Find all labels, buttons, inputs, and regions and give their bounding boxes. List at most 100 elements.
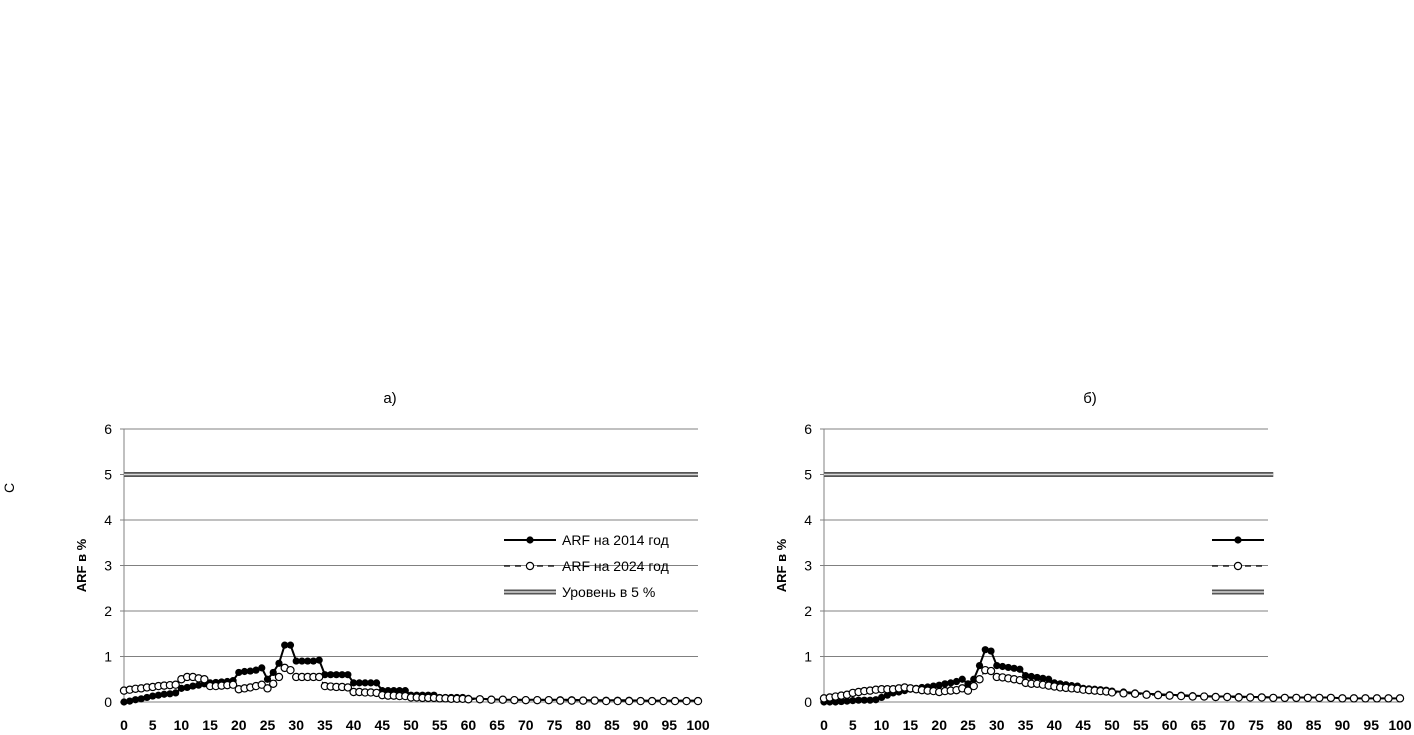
data-point-2014 [269,668,277,677]
data-point-2014 [1016,665,1024,673]
y-tick-label: 0 [804,694,812,710]
data-point-2014 [878,693,886,702]
data-point-2014 [1033,673,1041,682]
data-point-2014 [1045,675,1053,683]
y-tick-label: 1 [104,649,112,665]
data-point-2014 [843,697,851,705]
data-point-2024 [969,681,978,691]
x-tick-label: 95 [662,717,678,733]
data-point-2014 [252,666,260,674]
data-point-2024 [521,695,531,705]
data-point-2024 [263,684,272,693]
x-tick-label: 45 [375,717,391,733]
data-point-2014 [970,675,978,683]
data-point-2014 [883,691,891,699]
legend-label: Уровень в 5 % [562,584,655,600]
data-point-2024 [171,680,180,689]
data-point-2014 [372,679,381,687]
x-tick-label: 90 [633,717,649,733]
data-point-2024 [613,696,622,706]
y-tick-label: 2 [104,603,112,619]
x-tick-label: 75 [547,717,563,733]
x-tick-label: 30 [989,717,1005,733]
data-point-2014 [860,696,868,704]
data-point-2024 [556,696,565,705]
data-point-2024 [228,680,238,689]
x-tick-label: 75 [1248,717,1264,733]
data-point-2024 [567,696,576,705]
data-point-2014 [137,695,145,703]
data-point-2014 [149,692,157,700]
legend-label: ARF на 2014 год [562,532,669,548]
x-tick-label: 70 [518,717,534,733]
data-point-2014 [131,696,140,704]
data-point-2024 [1211,692,1220,702]
x-tick-label: 50 [1104,717,1120,733]
data-point-2024 [1142,690,1151,699]
data-point-2024 [1165,691,1174,700]
legend-marker-2024 [525,561,535,571]
data-point-2014 [872,696,880,704]
data-point-2024 [693,696,703,706]
data-point-2014 [315,656,323,664]
data-point-2014 [286,641,295,649]
x-tick-label: 40 [1047,717,1063,733]
x-tick-label: 55 [432,717,448,733]
data-point-2024 [1361,694,1370,703]
x-tick-label: 60 [461,717,477,733]
data-point-2014 [172,689,180,697]
data-point-2024 [1246,693,1255,702]
data-point-2014 [355,679,363,687]
x-tick-label: 25 [260,717,276,733]
data-point-2024 [269,679,278,689]
data-point-2014 [126,697,134,705]
data-point-2014 [177,684,185,692]
data-point-2024 [200,675,209,684]
data-point-2024 [963,686,973,695]
data-point-2024 [464,695,473,704]
data-point-2014 [120,698,128,706]
y-tick-label: 3 [104,558,112,574]
data-point-2014 [849,697,857,705]
data-point-2014 [154,691,163,699]
data-point-2024 [1315,693,1324,703]
data-point-2024 [659,696,668,706]
data-point-2024 [1199,692,1209,701]
y-tick-label: 2 [804,603,812,619]
data-point-2014 [344,671,352,679]
data-point-2014 [298,657,306,665]
data-point-2024 [274,672,284,682]
x-tick-label: 25 [960,717,976,733]
data-point-2024 [1384,694,1393,703]
x-tick-label: 15 [202,717,218,733]
data-point-2014 [338,671,346,679]
data-point-2014 [246,667,254,675]
data-point-2014 [941,680,949,688]
data-point-2014 [367,679,375,687]
data-point-2014 [183,683,191,692]
data-point-2024 [1280,693,1290,703]
x-tick-label: 20 [931,717,947,733]
data-point-2024 [257,680,266,689]
x-tick-label: 45 [1075,717,1091,733]
data-point-2014 [189,682,197,690]
data-point-2024 [487,695,496,704]
data-point-2024 [601,696,611,706]
data-point-2014 [361,679,369,687]
data-point-2024 [1349,694,1359,703]
y-tick-label: 3 [804,558,812,574]
y-axis-label: ARF в % [74,538,89,592]
legend-marker-2024 [1233,561,1243,571]
x-tick-label: 65 [1191,717,1207,733]
data-point-2014 [281,641,289,649]
x-tick-label: 15 [903,717,919,733]
data-point-2024 [475,695,485,704]
data-point-2024 [1292,693,1301,703]
data-point-2014 [935,681,943,689]
x-tick-label: 40 [346,717,362,733]
x-tick-label: 5 [849,717,857,733]
data-point-2014 [952,677,961,686]
